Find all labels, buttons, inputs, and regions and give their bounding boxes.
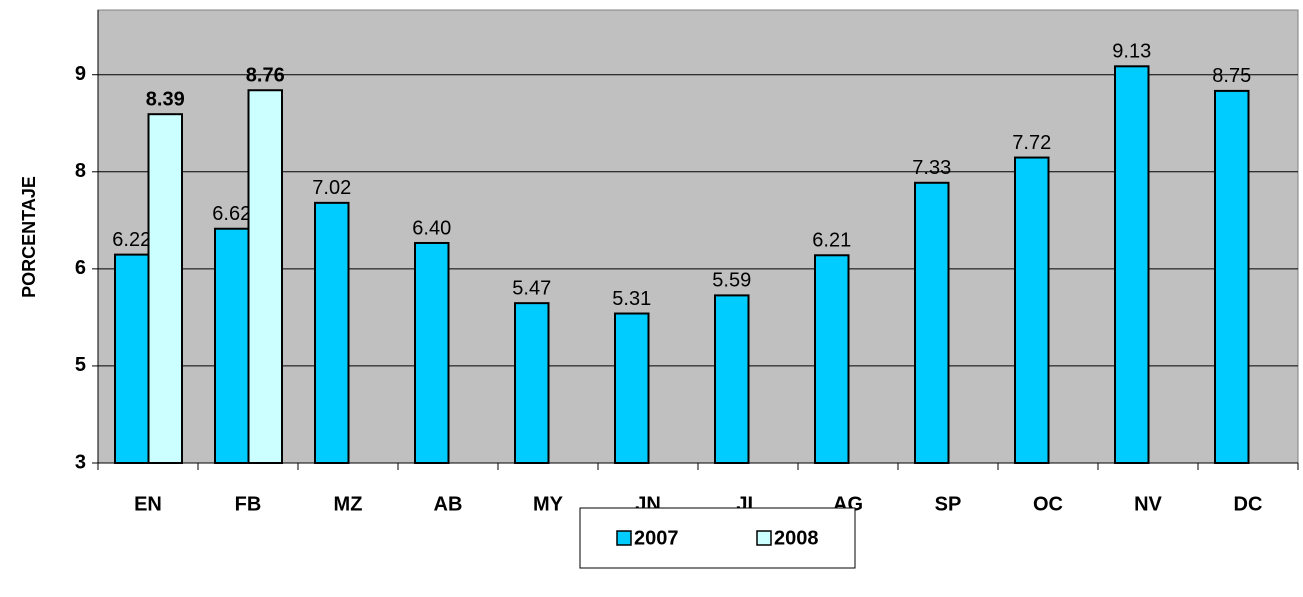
- bar: [1114, 65, 1150, 465]
- data-label: 5.31: [612, 288, 651, 310]
- data-label: 8.76: [246, 65, 285, 87]
- data-label: 6.62: [212, 203, 251, 225]
- data-label: 6.21: [812, 230, 851, 252]
- data-label: 5.47: [512, 277, 551, 299]
- data-label: 9.13: [1112, 41, 1151, 63]
- bar: [314, 201, 350, 464]
- legend-swatch: [616, 530, 632, 546]
- x-tick-label: AB: [434, 493, 463, 515]
- bar: [247, 89, 283, 464]
- data-label: 7.02: [312, 177, 351, 199]
- bar: [1214, 89, 1250, 465]
- bar: [214, 227, 250, 464]
- bar: [514, 302, 550, 464]
- y-tick-label: 3: [75, 451, 86, 473]
- data-label: 6.40: [412, 217, 451, 239]
- y-axis-label: PORCENTAJE: [19, 176, 39, 298]
- legend-label: 2008: [774, 527, 819, 549]
- data-label: 7.72: [1012, 132, 1051, 154]
- data-label: 6.22: [112, 229, 151, 251]
- y-tick-label: 9: [75, 63, 86, 85]
- data-label: 5.59: [712, 270, 751, 292]
- bar: [914, 181, 950, 464]
- plot-area: [97, 9, 1299, 464]
- bar: [1014, 156, 1050, 464]
- legend-label: 2007: [634, 527, 679, 549]
- x-tick-label: MY: [533, 493, 564, 515]
- bar: [114, 253, 150, 464]
- bar: [147, 113, 183, 464]
- x-tick-label: MZ: [334, 493, 363, 515]
- x-tick-label: NV: [1134, 493, 1162, 515]
- x-tick-label: FB: [235, 493, 262, 515]
- x-tick-label: OC: [1033, 493, 1063, 515]
- y-tick-label: 8: [75, 160, 86, 182]
- data-label: 8.39: [146, 88, 185, 110]
- x-tick-label: DC: [1234, 493, 1263, 515]
- bar: [714, 294, 750, 465]
- data-label: 7.33: [912, 157, 951, 179]
- bar: [814, 254, 850, 464]
- x-tick-label: EN: [134, 493, 162, 515]
- bar: [414, 241, 450, 464]
- y-tick-label: 5: [75, 354, 86, 376]
- legend-swatch: [756, 530, 772, 546]
- bar: [614, 312, 650, 465]
- data-label: 8.75: [1212, 65, 1251, 87]
- x-tick-label: SP: [935, 493, 962, 515]
- y-tick-label: 6: [75, 257, 86, 279]
